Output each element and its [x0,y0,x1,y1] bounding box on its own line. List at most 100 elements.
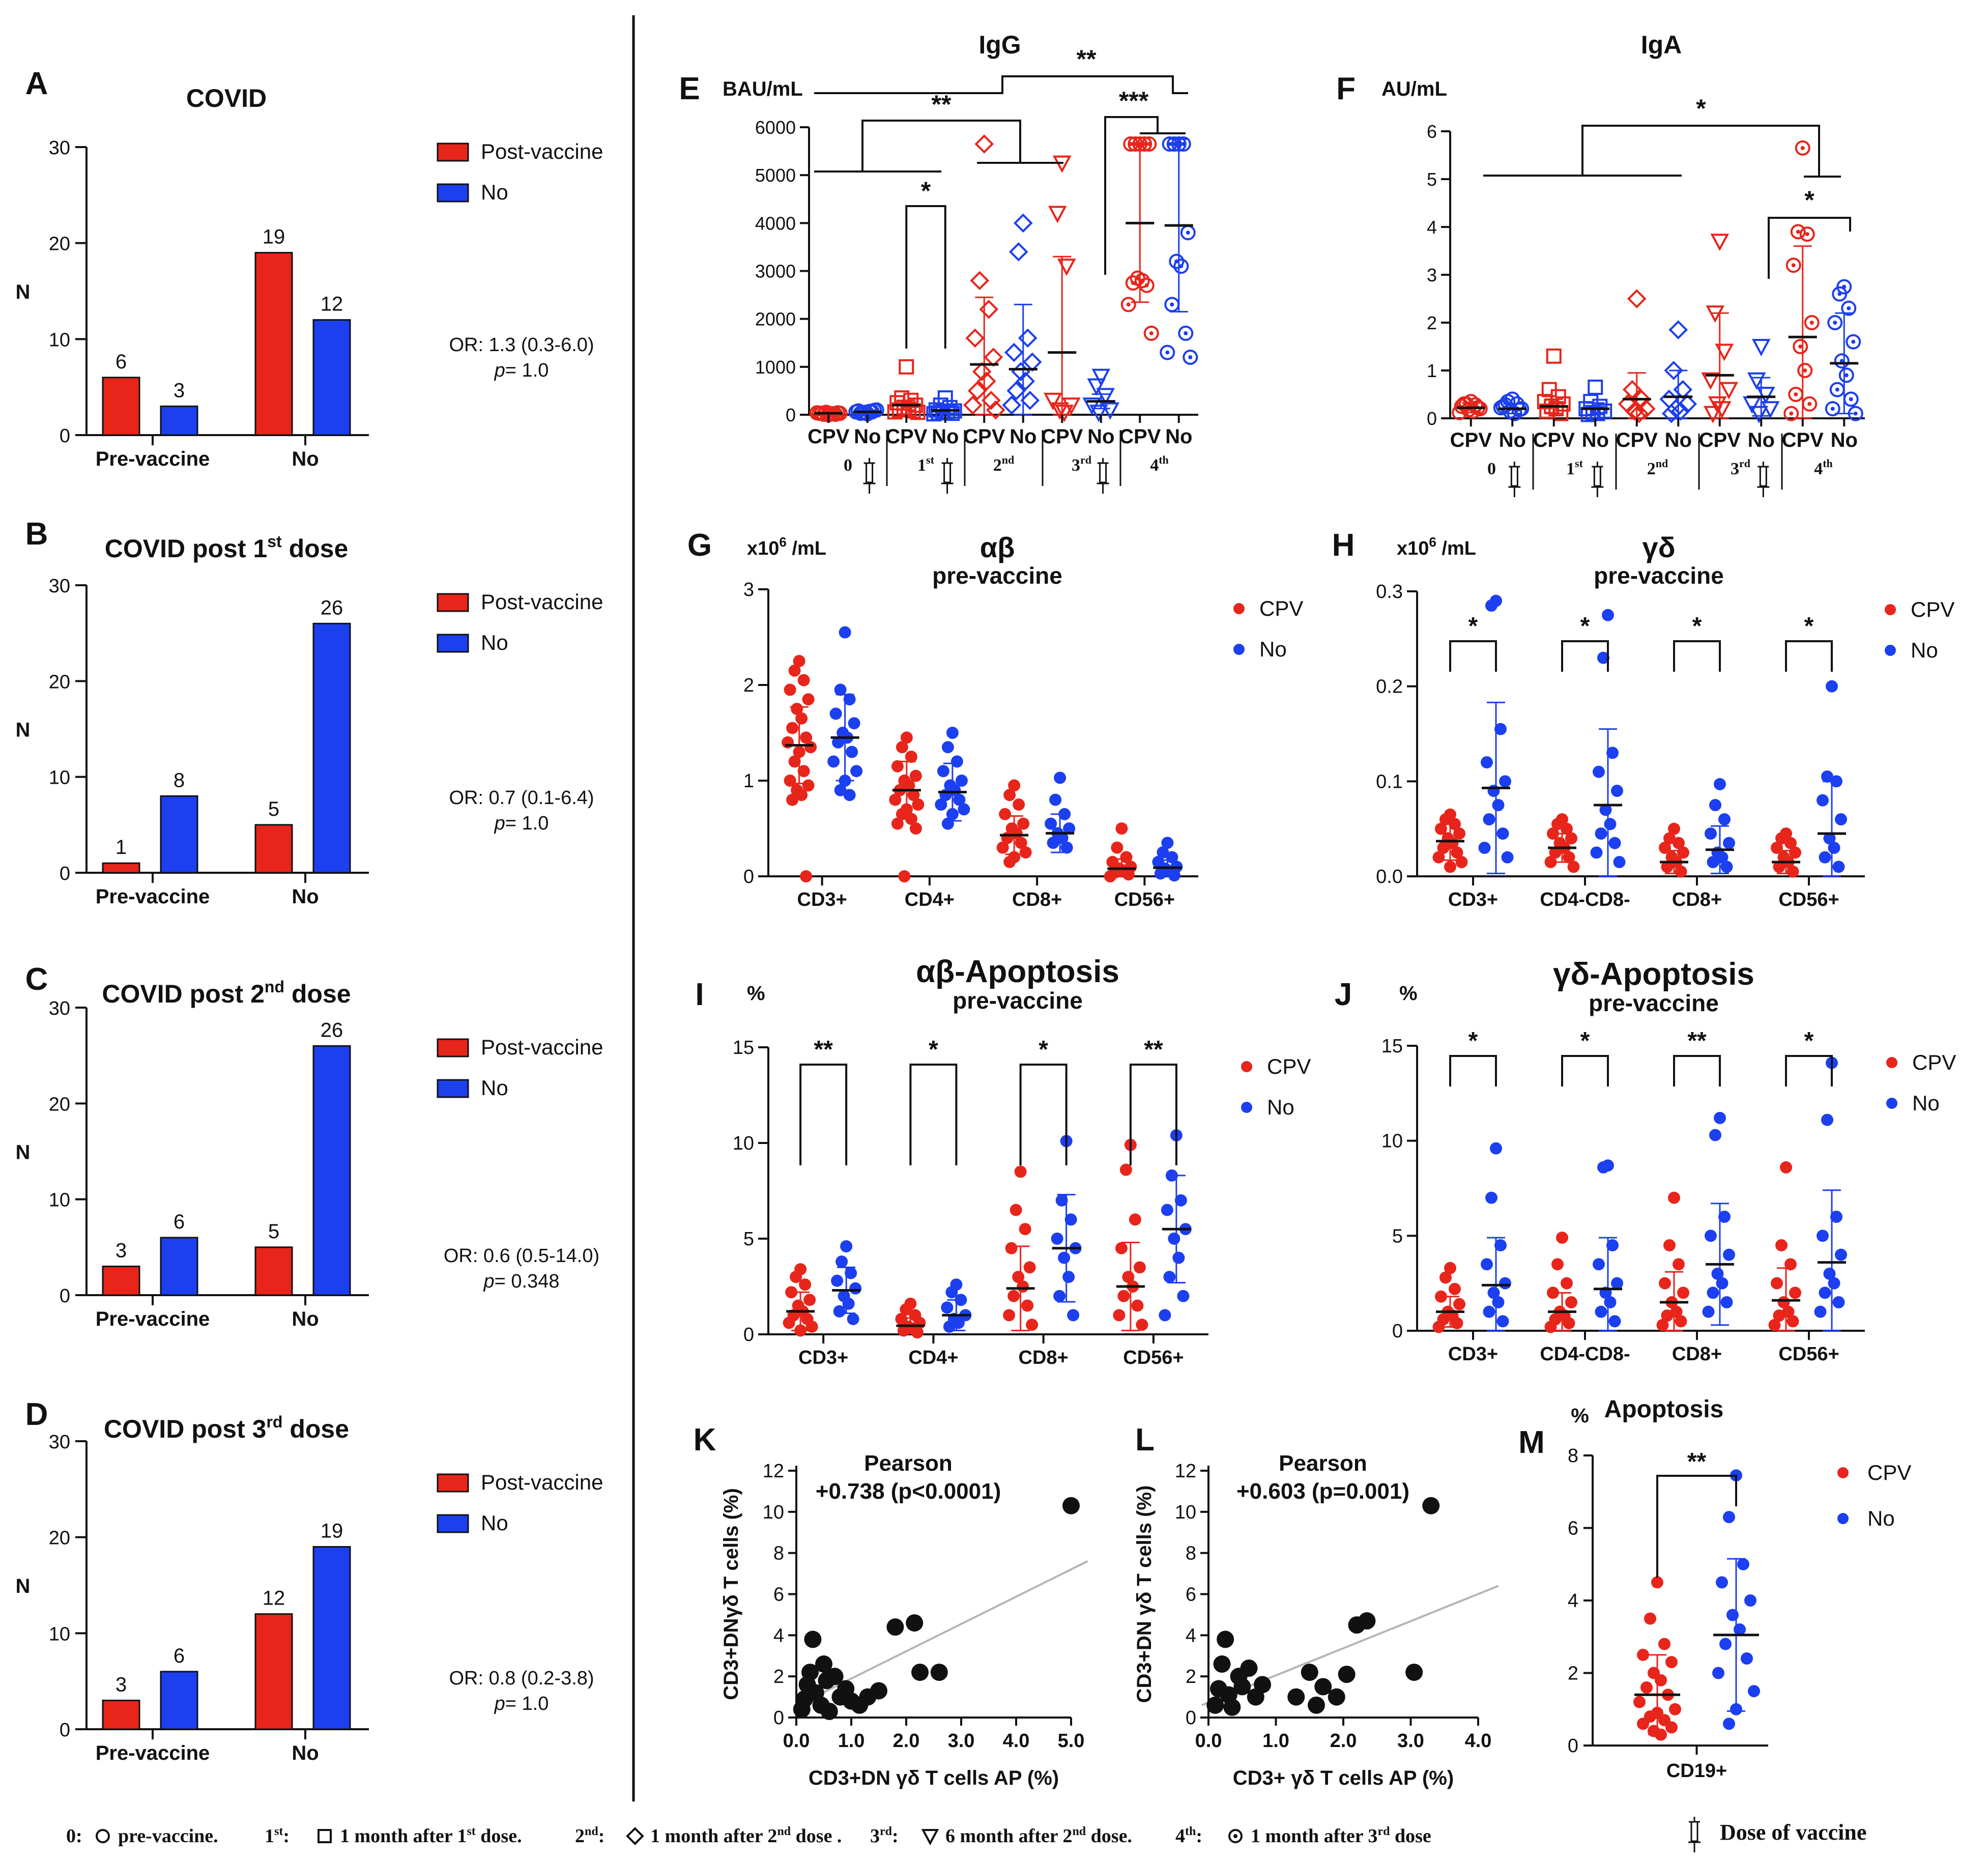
data-point [1016,371,1035,391]
data-point [826,1668,844,1685]
x-tick-label: CD3+ [798,1347,848,1368]
significance-stars: ** [814,1036,833,1063]
significance-stars: * [921,177,931,205]
x-tick-label: CD4+ [908,1347,958,1368]
chart-title: αβ-Apoptosis [916,954,1119,989]
significance-stars: * [929,1036,938,1063]
data-point [1160,345,1175,360]
footer-colon: : [1196,1825,1202,1847]
footer-colon: : [283,1825,290,1847]
data-point-dot [1794,392,1798,396]
data-point [1055,1194,1068,1207]
footer-desc-end: dose . [791,1825,842,1847]
data-point [1588,379,1603,395]
data-point [950,755,963,768]
y-tick-label: 0.2 [1376,676,1403,698]
footer-num: 3 [870,1825,880,1847]
timepoint-sup: rd [1739,457,1750,470]
data-point [1133,1261,1146,1274]
data-point [1709,1129,1721,1141]
panel-letter-C: C [25,962,48,997]
data-point [793,655,805,667]
data-point [941,741,954,754]
x-tick-label: No [292,1308,319,1330]
data-point-dot [1839,359,1844,363]
chart-title: Apoptosis [1604,1396,1724,1423]
bar [102,1266,140,1296]
chart-title-end: dose [284,980,351,1008]
data-point [1113,1309,1126,1322]
bar-data-label: 8 [174,769,185,791]
data-point [1675,865,1687,878]
legend-label: No [481,1076,508,1100]
legend-label: Post-vaccine [481,1035,603,1059]
data-point [795,789,808,802]
unit-suffix: /mL [1436,538,1476,559]
data-point [1496,1315,1509,1328]
timepoint-sup: nd [1002,453,1014,466]
data-point [800,870,813,882]
syringe-barrel [1099,462,1107,483]
significance-stars: * [1468,613,1478,640]
x-tick-label: Pre-vaccine [96,1308,210,1330]
y-tick-label: 4 [773,1625,784,1646]
group-label: No [1665,429,1692,451]
data-point [848,717,860,730]
unit-suffix: /mL [787,538,826,559]
data-point [834,683,847,696]
data-point [1720,1296,1733,1308]
significance-bracket [814,75,1188,94]
data-point [1668,822,1680,835]
x-tick-label: CD19+ [1666,1760,1727,1782]
group-label: CPV [885,425,928,448]
y-tick-label: 0 [1568,1735,1578,1757]
data-point [1455,856,1468,868]
data-point [1010,1204,1022,1216]
y-tick-label: 0 [60,1720,70,1741]
data-point [1045,817,1057,830]
data-point [1006,381,1026,401]
data-point [849,1282,862,1295]
data-point [1611,785,1623,797]
data-point [889,793,902,806]
p-value-text: p= 1.0 [494,1693,549,1714]
y-tick-label: 4 [1568,1590,1578,1612]
data-point [1485,1191,1497,1204]
group-label: No [1165,425,1192,448]
chart-subtitle: pre-vaccine [1594,562,1724,589]
data-point-dot [1833,321,1837,325]
data-point [1017,817,1030,830]
x-tick-label: CD3+ [1448,1343,1498,1365]
data-point [1644,1612,1656,1625]
bar [312,1045,351,1296]
bar [312,319,351,436]
data-point [1773,861,1785,873]
data-point [1233,1678,1251,1696]
data-point [1799,226,1815,242]
data-point [1432,851,1445,864]
data-point [1793,339,1808,354]
y-tick-label: 4 [1186,1625,1196,1646]
data-point [900,1303,912,1316]
data-point-dot [1167,141,1172,146]
data-point [946,727,959,739]
data-point [984,348,1003,367]
data-point [1063,822,1076,835]
legend-marker [1885,604,1896,615]
data-point [1701,372,1720,390]
footer-num: 2 [575,1825,585,1847]
x-tick-label: Pre-vaccine [96,1742,210,1764]
y-tick-label: 15 [733,1037,754,1059]
data-point [1788,387,1804,402]
footer-item-label: 4th: [1175,1825,1202,1847]
significance-bracket [1104,116,1159,275]
y-tick-label: 5 [743,1228,754,1250]
data-point [911,1326,924,1339]
syringe-barrel [1690,1821,1698,1842]
data-point [907,789,920,802]
footer-item-text: 1 month after 2nd dose . [650,1825,842,1847]
data-point [847,1312,859,1325]
data-point [1020,390,1040,410]
data-point [1804,315,1820,330]
panel-B: B COVID post 1st dose 0 10 20 30 N Pre-vaccine 1… [16,517,603,908]
